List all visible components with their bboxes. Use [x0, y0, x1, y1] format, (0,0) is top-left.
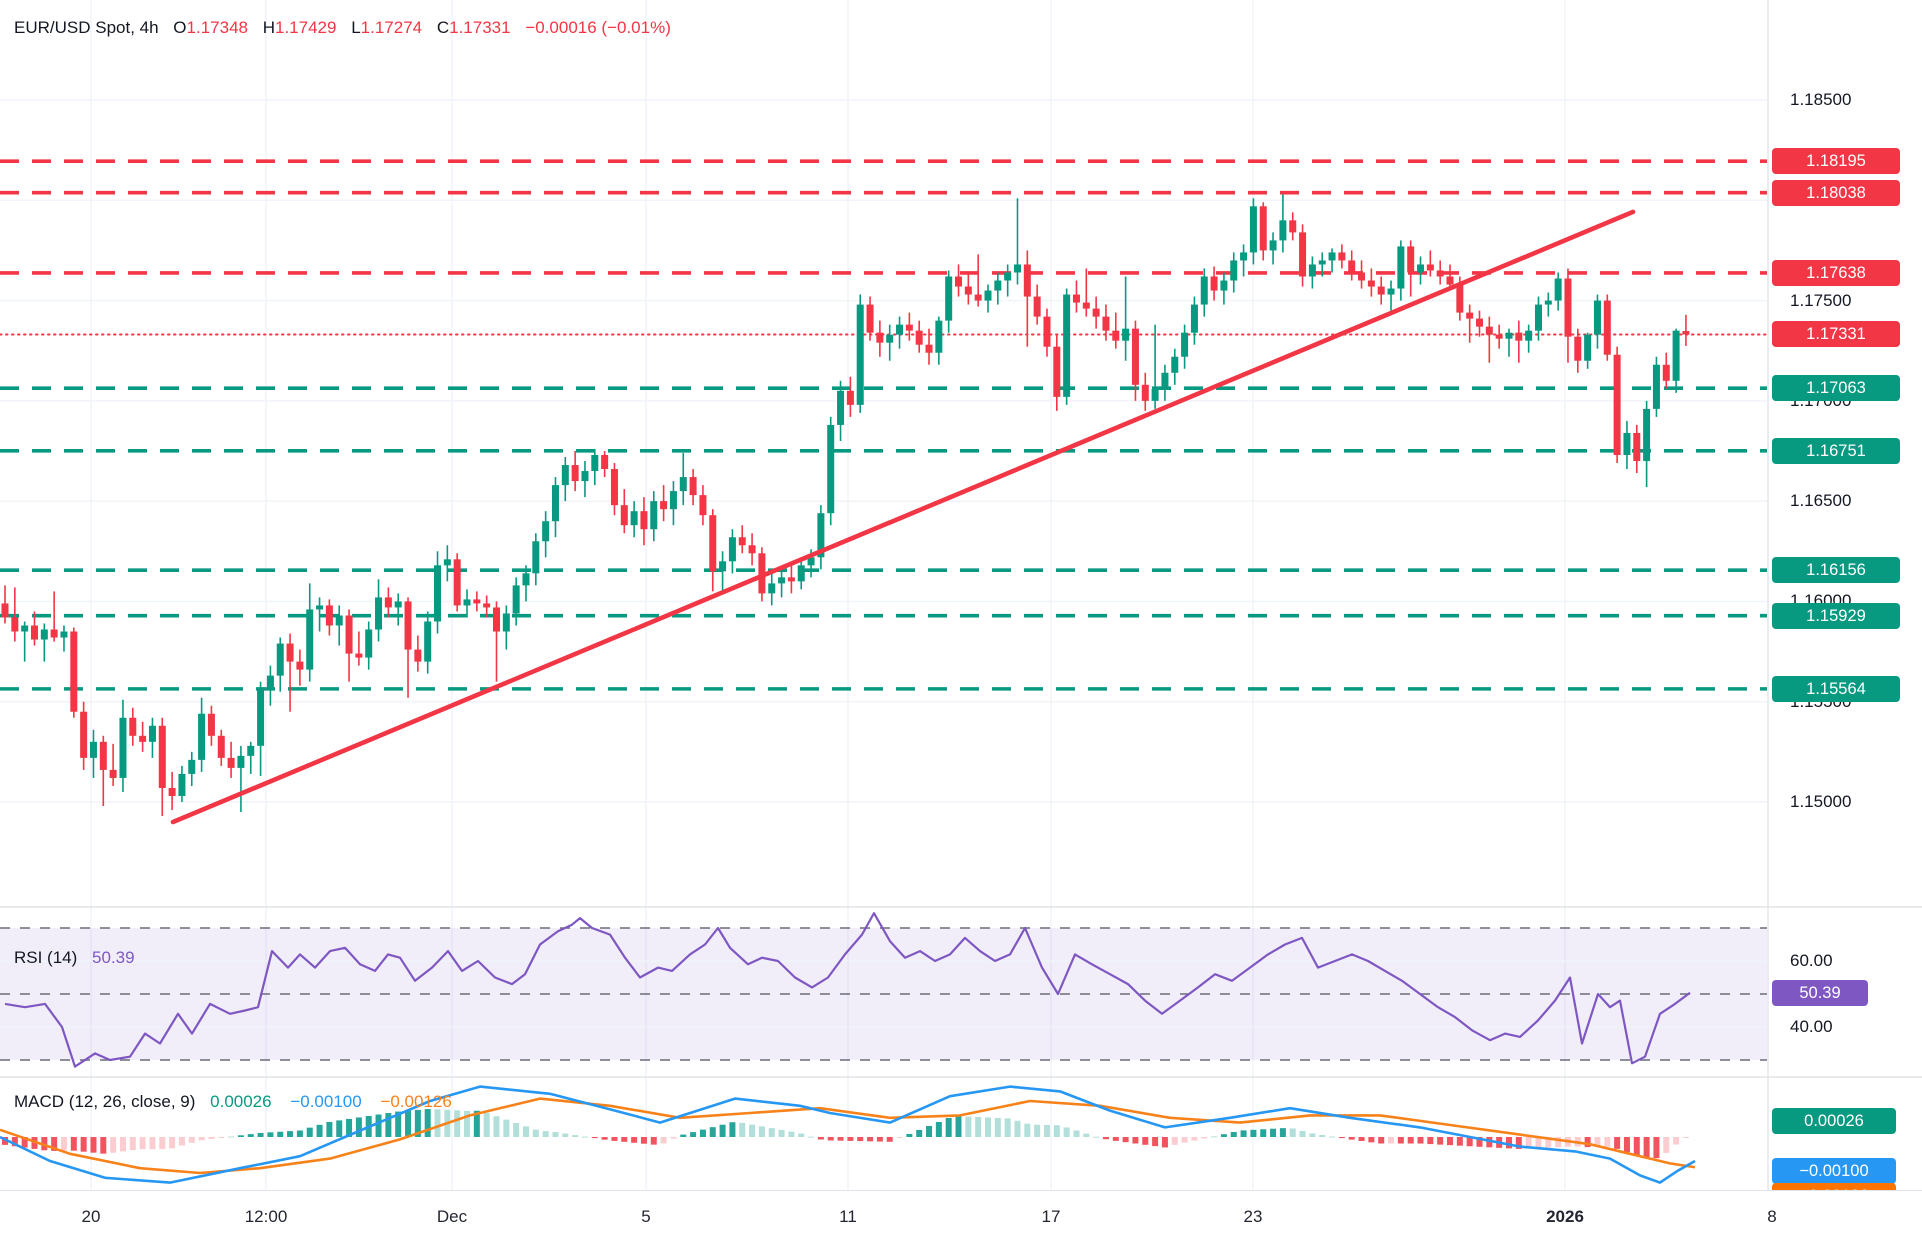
ohlc-close: C1.17331: [436, 18, 511, 37]
ohlc-low: L1.17274: [351, 18, 423, 37]
time-axis-label: 11: [839, 1207, 857, 1226]
macd-legend: MACD (12, 26, close, 9) 0.00026 −0.00100…: [14, 1092, 466, 1112]
rsi-value: 50.39: [92, 948, 135, 967]
time-axis-label: 8: [1767, 1207, 1777, 1226]
time-axis-label: 17: [1041, 1207, 1061, 1226]
time-axis-label: 12:00: [244, 1207, 288, 1226]
macd-title: MACD (12, 26, close, 9): [14, 1092, 196, 1111]
macd-signal-value: −0.00126: [380, 1092, 452, 1111]
macd-hist-value: 0.00026: [210, 1092, 272, 1111]
rsi-title: RSI (14): [14, 948, 78, 967]
time-axis-label: 23: [1243, 1207, 1263, 1226]
symbol-title: EUR/USD Spot, 4h: [14, 18, 159, 37]
time-axis-label: 5: [641, 1207, 651, 1226]
macd-line-value: −0.00100: [290, 1092, 362, 1111]
rsi-legend: RSI (14) 50.39: [14, 948, 135, 968]
ohlc-open: O1.17348: [173, 18, 248, 37]
time-axis-label: Dec: [436, 1207, 468, 1226]
time-axis-label: 2026: [1546, 1207, 1584, 1226]
ohlc-high: H1.17429: [262, 18, 337, 37]
symbol-legend: EUR/USD Spot, 4h O1.17348 H1.17429 L1.17…: [14, 18, 671, 38]
time-axis[interactable]: 20 12:00 Dec 5 11 17 23 2026 8: [0, 1190, 1922, 1246]
time-axis-label: 20: [81, 1207, 101, 1226]
change-value: −0.00016 (−0.01%): [525, 18, 671, 37]
